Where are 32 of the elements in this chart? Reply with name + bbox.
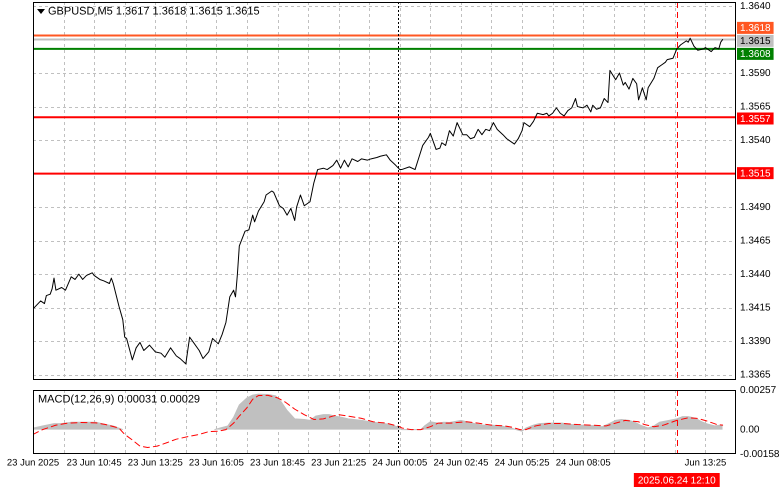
x-tick-label: 23 Jun 18:45 — [250, 457, 305, 468]
x-tick-label: 24 Jun 00:05 — [372, 457, 428, 468]
ref-line-label: 1.3608 — [740, 49, 772, 60]
ref-line-label: 2025.06.24 12:10 — [638, 475, 716, 486]
y-tick-label: 1.3415 — [740, 302, 772, 314]
y-tick-label: 1.3465 — [740, 235, 772, 246]
x-tick-label: 24 Jun 08:05 — [556, 457, 611, 468]
x-tick-label: 23 Jun 21:25 — [311, 457, 366, 468]
y-tick-label: 1.3390 — [740, 336, 772, 347]
y-tick-label: 1.3440 — [740, 268, 772, 280]
y-tick-label: 0.00 — [740, 424, 760, 436]
x-tick-label: 24 Jun 02:45 — [433, 457, 488, 468]
y-tick-label: 1.3365 — [740, 369, 772, 380]
ref-line-label: 1.3515 — [740, 168, 772, 180]
y-tick-label: 0.00257 — [740, 384, 777, 396]
y-tick-label: 1.3565 — [740, 101, 772, 112]
y-tick-label: 1.3490 — [740, 202, 772, 213]
x-tick-label: 24 Jun 05:25 — [494, 457, 550, 468]
x-tick-label: 23 Jun 16:05 — [188, 457, 244, 468]
ref-line-label: 1.3618 — [740, 23, 772, 34]
x-tick-label: 23 Jun 10:45 — [66, 457, 122, 468]
ref-line-label: 1.3615 — [740, 36, 772, 48]
chart-title: MACD(12,26,9) 0.00031 0.00029 — [38, 394, 200, 406]
y-tick-label: 1.3640 — [740, 0, 772, 12]
x-tick-label: 23 Jun 2025 — [6, 457, 60, 468]
y-tick-label: -0.00158 — [740, 448, 780, 460]
y-tick-label: 1.3590 — [740, 68, 772, 79]
chart-title: GBPUSD,M5 1.3617 1.3618 1.3615 1.3615 — [48, 6, 260, 18]
x-tick-label: 23 Jun 13:25 — [128, 457, 183, 468]
x-tick-label: Jun 13:25 — [684, 457, 726, 468]
y-tick-label: 1.3540 — [740, 134, 772, 146]
ref-line-label: 1.3557 — [740, 114, 772, 125]
